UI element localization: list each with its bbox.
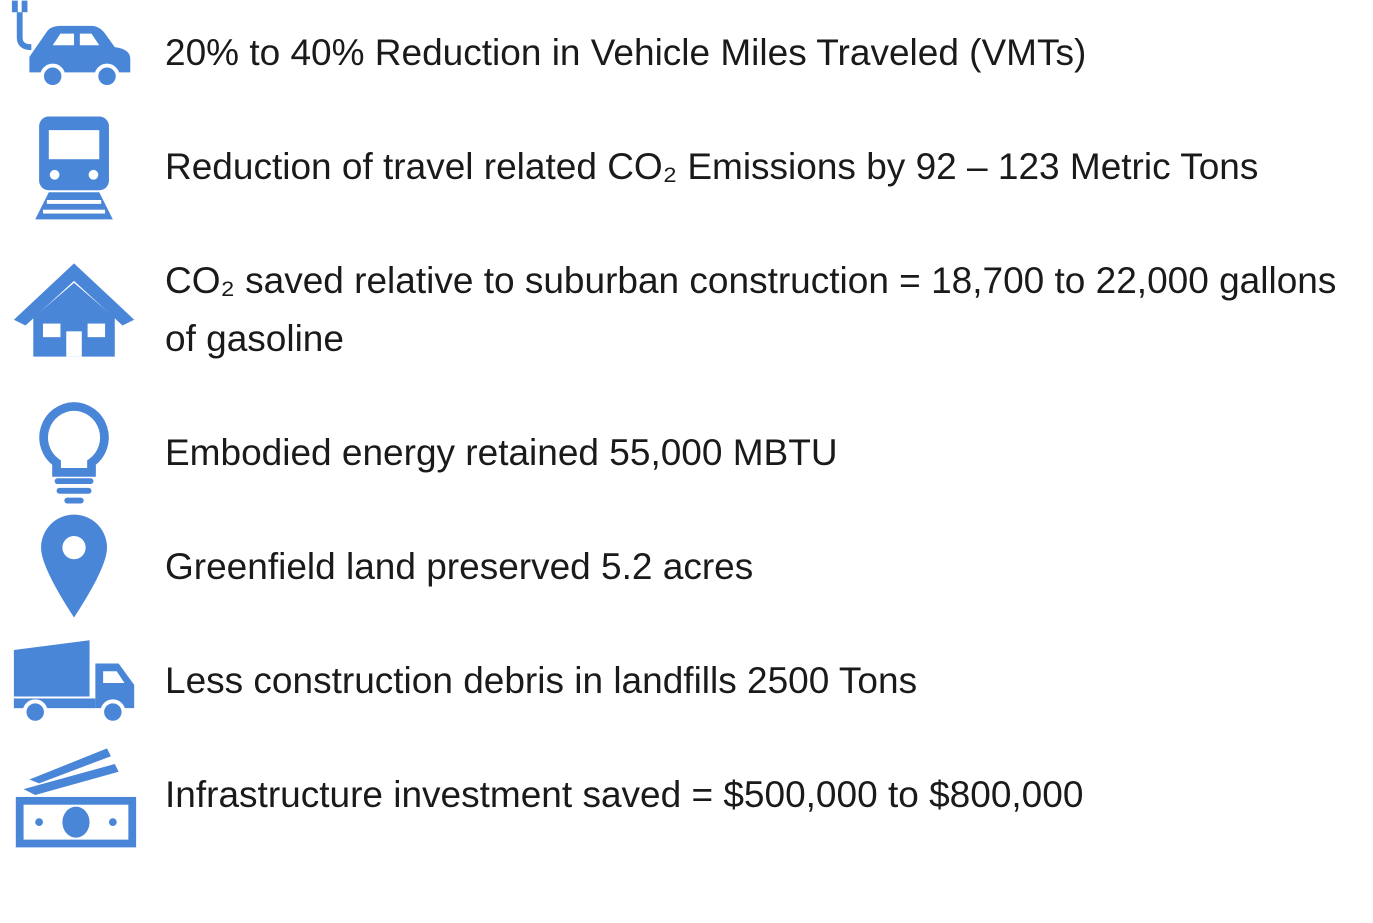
truck-icon (13, 640, 135, 725)
item-row: Greenfield land preserved 5.2 acres (0, 510, 1373, 624)
item-text: Reduction of travel related CO₂ Emission… (165, 146, 1259, 187)
item-row: Infrastructure investment saved = $500,0… (0, 738, 1373, 852)
train-icon (35, 116, 113, 220)
car-icon (11, 0, 131, 89)
item-text: CO₂ saved relative to suburban construct… (165, 260, 1337, 359)
item-row: Embodied energy retained 55,000 MBTU (0, 396, 1373, 510)
item-list: 20% to 40% Reduction in Vehicle Miles Tr… (0, 0, 1373, 852)
item-row: Less construction debris in landfills 25… (0, 624, 1373, 738)
item-row: 20% to 40% Reduction in Vehicle Miles Tr… (0, 0, 1373, 110)
item-row: CO₂ saved relative to suburban construct… (0, 224, 1373, 396)
money-icon (15, 748, 137, 848)
item-text: Less construction debris in landfills 25… (165, 660, 918, 701)
item-text: 20% to 40% Reduction in Vehicle Miles Tr… (165, 32, 1087, 73)
item-text: Infrastructure investment saved = $500,0… (165, 774, 1084, 815)
house-icon (13, 263, 135, 357)
item-row: Reduction of travel related CO₂ Emission… (0, 110, 1373, 224)
item-text: Greenfield land preserved 5.2 acres (165, 546, 754, 587)
bulb-icon (39, 402, 109, 504)
item-text: Embodied energy retained 55,000 MBTU (165, 432, 838, 473)
pin-icon (41, 514, 108, 618)
